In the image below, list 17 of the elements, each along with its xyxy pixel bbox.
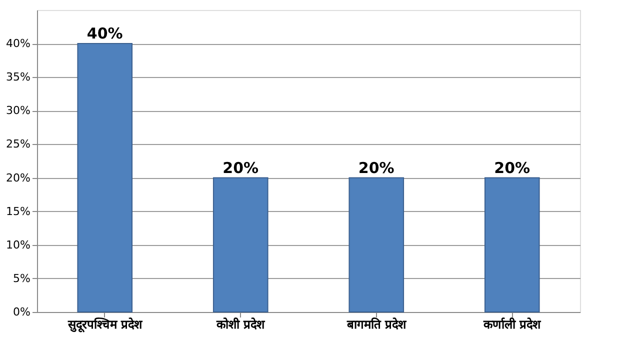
y-tick-label: 20% (6, 171, 30, 184)
y-tick-label: 35% (6, 70, 30, 84)
y-tick-label: 10% (6, 238, 30, 252)
data-label: 20% (494, 158, 530, 177)
x-tick-label: कोशी प्रदेश (216, 318, 266, 332)
y-tick-label: 5% (13, 272, 30, 285)
data-label: 20% (358, 158, 394, 177)
x-tick-label: कर्णाली प्रदेश (482, 318, 542, 332)
data-label: 20% (222, 158, 259, 177)
y-tick-label: 30% (6, 104, 30, 118)
y-tick-label: 0% (13, 306, 30, 318)
y-tick-label: 25% (6, 138, 30, 151)
x-tick-label: सुदूरपश्चिम प्रदेश (66, 318, 143, 332)
y-tick-label: 40% (6, 37, 30, 50)
data-label: 40% (86, 24, 123, 43)
y-tick-label: 15% (6, 204, 30, 218)
x-tick-label: बागमति प्रदेश (346, 318, 407, 332)
